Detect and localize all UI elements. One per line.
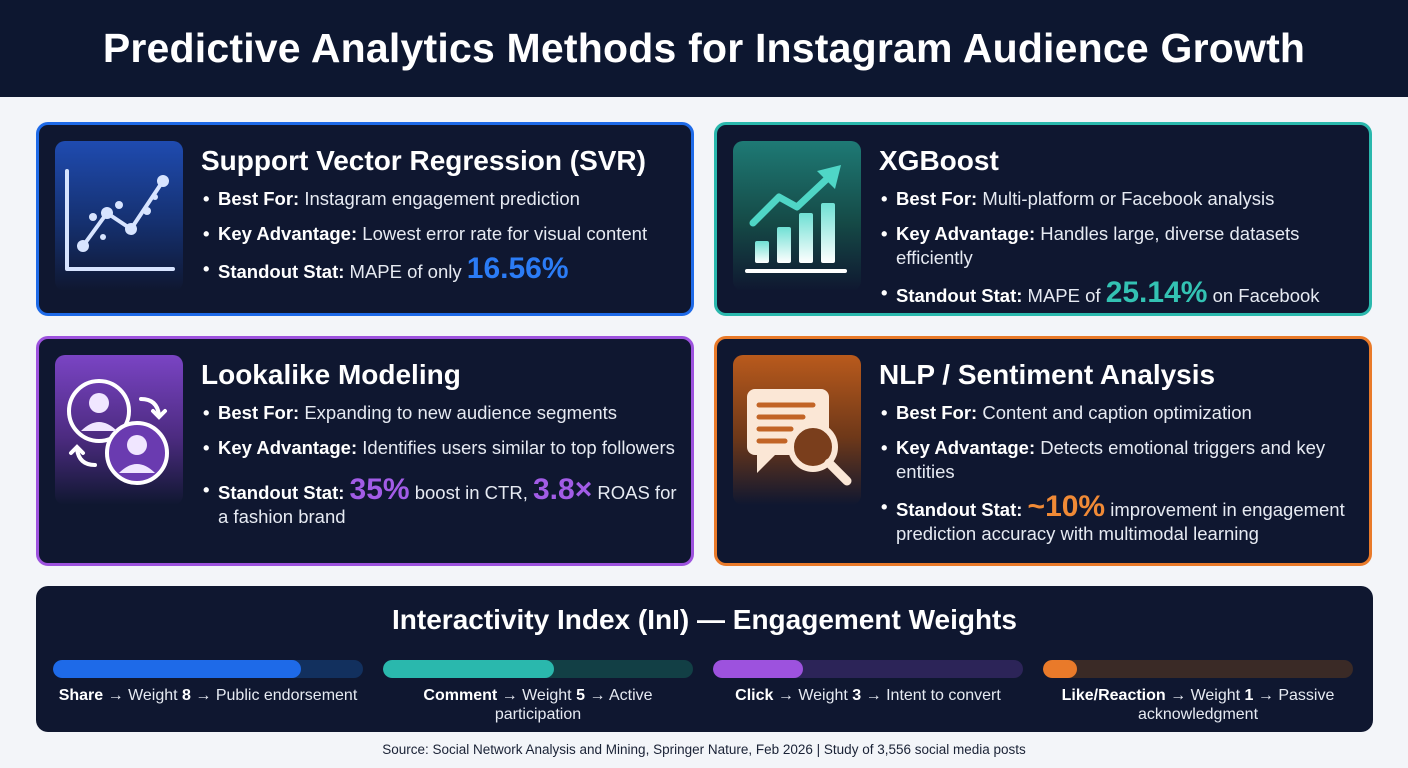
stat-value: ~10%: [1027, 490, 1106, 523]
key-advantage-row: Key Advantage: Detects emotional trigger…: [879, 436, 1361, 484]
card-title: Support Vector Regression (SVR): [201, 145, 646, 176]
weight-bar-track: [1043, 660, 1353, 678]
card-lookalike: Lookalike Modeling Best For: Expanding t…: [36, 336, 694, 566]
weight-item-like-reaction: Like/Reaction → Weight 1 → Passive ackno…: [1043, 660, 1353, 724]
card-title: NLP / Sentiment Analysis: [879, 359, 1216, 390]
bar-chart-arrow-icon: [733, 141, 861, 291]
standout-stat-row: Standout Stat: 35% boost in CTR, 3.8× RO…: [201, 475, 683, 529]
key-advantage-row: Key Advantage: Lowest error rate for vis…: [201, 222, 683, 246]
standout-stat-row: Standout Stat: ~10% improvement in engag…: [879, 492, 1361, 546]
weight-item-click: Click → Weight 3 → Intent to convert: [713, 660, 1023, 705]
weight-bar-track: [713, 660, 1023, 678]
best-for-row: Best For: Content and caption optimizati…: [879, 401, 1361, 425]
weight-label: Click → Weight 3 → Intent to convert: [735, 687, 1001, 704]
weights-title: Interactivity Index (InI) — Engagement W…: [392, 604, 1017, 635]
weight-label: Share → Weight 8 → Public endorsement: [58, 687, 358, 704]
card-title: Lookalike Modeling: [201, 359, 461, 390]
weight-label: Like/Reaction → Weight 1 → Passive ackno…: [1061, 687, 1335, 723]
standout-stat-row: Standout Stat: MAPE of only 16.56%: [201, 254, 683, 284]
weight-item-comment: Comment → Weight 5 → Active participatio…: [383, 660, 693, 724]
card-svr: Support Vector Regression (SVR) Best For…: [36, 122, 694, 316]
stat-value: 25.14%: [1105, 276, 1208, 309]
weight-item-share: Share → Weight 8 → Public endorsement: [53, 660, 363, 705]
source-citation: Source: Social Network Analysis and Mini…: [382, 742, 1026, 757]
key-advantage-row: Key Advantage: Identifies users similar …: [201, 436, 683, 460]
weight-label: Comment → Weight 5 → Active participatio…: [423, 687, 653, 723]
card-title: XGBoost: [879, 145, 999, 176]
weight-bar-fill: [383, 660, 554, 678]
weight-bar-track: [383, 660, 693, 678]
weight-bar-fill: [1043, 660, 1078, 678]
card-nlp: NLP / Sentiment Analysis Best For: Conte…: [714, 336, 1372, 566]
weight-bar-fill: [53, 660, 301, 678]
stat-value: 16.56%: [466, 252, 569, 285]
line-chart-icon: [55, 141, 183, 291]
weight-bar-track: [53, 660, 363, 678]
best-for-row: Best For: Instagram engagement predictio…: [201, 187, 683, 211]
card-xgboost: XGBoost Best For: Multi-platform or Face…: [714, 122, 1372, 316]
best-for-row: Best For: Expanding to new audience segm…: [201, 401, 683, 425]
page-title: Predictive Analytics Methods for Instagr…: [102, 25, 1306, 71]
title-bar: Predictive Analytics Methods for Instagr…: [0, 0, 1408, 97]
best-for-row: Best For: Multi-platform or Facebook ana…: [879, 187, 1361, 211]
standout-stat-row: Standout Stat: MAPE of 25.14% on Faceboo…: [879, 278, 1361, 308]
stat-value-2: 3.8×: [532, 473, 593, 506]
stat-value: 35%: [349, 473, 410, 506]
key-advantage-row: Key Advantage: Handles large, diverse da…: [879, 222, 1361, 270]
engagement-weights-panel: Interactivity Index (InI) — Engagement W…: [36, 586, 1373, 732]
users-swap-icon: [55, 355, 183, 505]
document-search-icon: [733, 355, 861, 505]
weight-bar-fill: [713, 660, 803, 678]
